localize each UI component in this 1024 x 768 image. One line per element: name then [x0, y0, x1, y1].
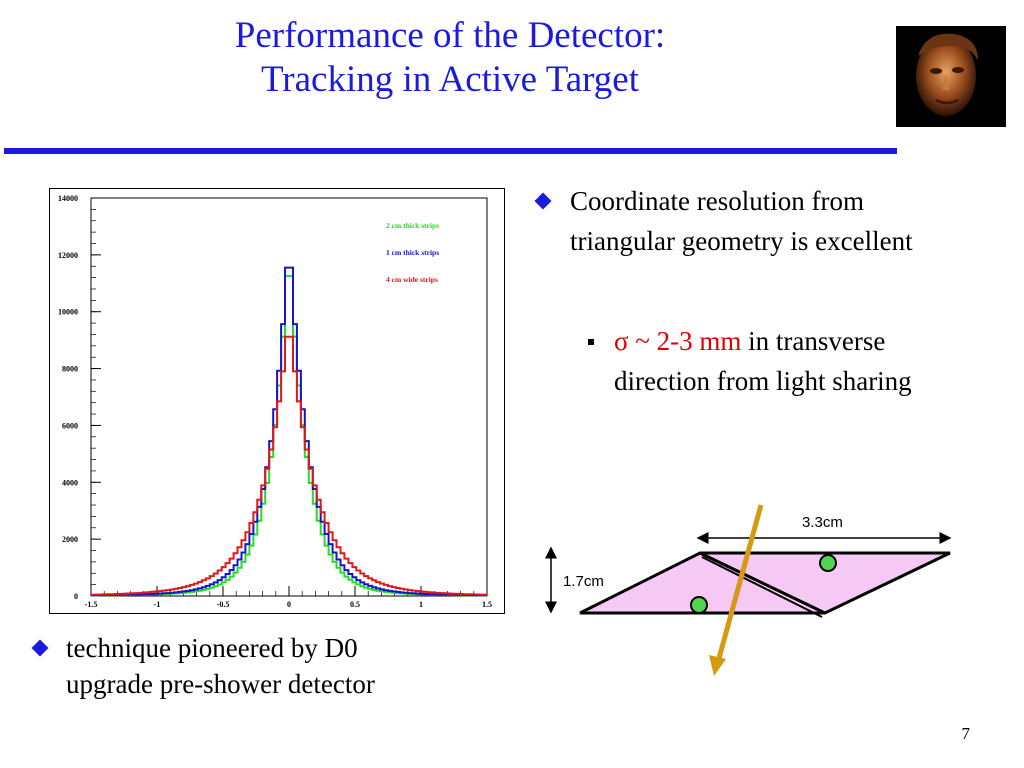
y-tick-label: 4000: [62, 478, 78, 487]
x-tick-label: 0.5: [350, 600, 360, 609]
legend-entry: 2 cm thick strips: [386, 221, 439, 230]
y-tick-label: 12000: [58, 251, 78, 260]
x-tick-label: -0.5: [217, 600, 230, 609]
y-tick-label: 14000: [58, 194, 78, 203]
histogram-series: [91, 335, 487, 596]
histogram-series: [91, 266, 487, 597]
strip-boundary: [701, 556, 823, 618]
slide-title-line-1: Performance of the Detector:: [234, 15, 666, 56]
x-tick-label: 1.5: [482, 600, 492, 609]
slide-title-line-2: Tracking in Active Target: [261, 59, 639, 100]
legend-entry: 4 cm wide strips: [386, 275, 438, 284]
technique-line-1: technique pioneered by D0: [66, 633, 358, 663]
y-tick-label: 10000: [58, 308, 78, 317]
coordinate-resolution-line-2: triangular geometry is excellent: [570, 226, 913, 256]
x-tick-label: 1: [419, 600, 423, 609]
histogram-chart: -1.5 -1 -0.5 0 0.5 1 1.5 0 2000 4000 6000 8000 10000…: [49, 188, 505, 614]
sub-bullet-square-icon: [588, 339, 594, 345]
page-number: 7: [961, 724, 971, 743]
particle-track-arrowhead: [709, 655, 726, 676]
y-tick-label: 8000: [62, 365, 78, 374]
width-label: 3.3cm: [802, 514, 843, 531]
x-tick-label: -1.5: [85, 600, 98, 609]
y-tick-label: 2000: [62, 535, 78, 544]
particle-track-arrow: [715, 504, 764, 663]
histogram-svg: -1.5 -1 -0.5 0 0.5 1 1.5 0 2000 4000 6000 8000 10000…: [49, 188, 505, 614]
y-tick-label: 6000: [62, 421, 78, 430]
x-tick-label: 0: [287, 600, 291, 609]
portrait-image: [896, 26, 1006, 127]
technique-line-2: upgrade pre-shower detector: [66, 669, 375, 699]
bullet-diamond-icon: [534, 192, 552, 210]
coordinate-resolution-line-1: Coordinate resolution from: [570, 186, 864, 216]
strip-geometry-diagram: 3.3cm 1.7cm: [540, 500, 980, 690]
legend-entry: 1 cm thick strips: [386, 248, 439, 257]
hit-circle: [819, 554, 837, 572]
hit-circle: [690, 596, 708, 614]
bullet-diamond-icon: [31, 639, 49, 657]
triangular-strip: [699, 551, 951, 615]
title-underline: [4, 148, 897, 154]
sigma-description: in transverse: [741, 326, 886, 356]
height-label: 1.7cm: [563, 573, 604, 590]
sigma-resolution-line-2: direction from light sharing: [614, 366, 912, 396]
sigma-value: σ ~ 2-3 mm: [614, 326, 742, 356]
x-tick-label: -1: [154, 600, 161, 609]
y-tick-label: 0: [74, 592, 78, 601]
sigma-resolution-line-1: σ ~ 2-3 mm in transverse: [614, 323, 885, 359]
